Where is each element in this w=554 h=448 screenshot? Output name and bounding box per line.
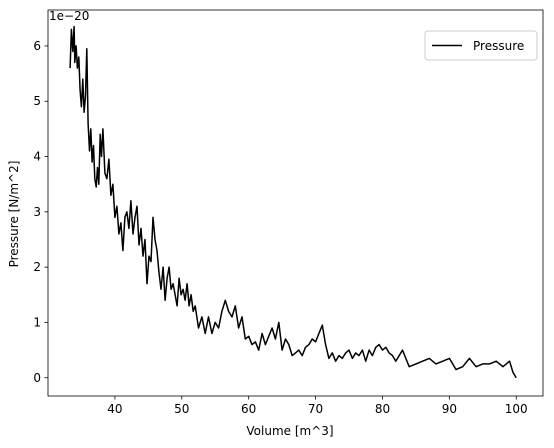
y-offset-label: 1e−20 xyxy=(49,9,89,23)
legend-box xyxy=(424,30,538,61)
y-tick-label: 5 xyxy=(33,94,41,108)
x-tick-label: 80 xyxy=(375,402,390,416)
plot-area xyxy=(47,9,544,397)
y-tick-label: 4 xyxy=(33,150,41,164)
x-tick-label: 100 xyxy=(505,402,528,416)
x-axis-label: Volume [m^3] xyxy=(246,424,333,438)
x-tick-label: 90 xyxy=(442,402,457,416)
y-axis-ticks: 0 1 2 3 4 5 6 xyxy=(33,39,48,385)
y-tick-label: 2 xyxy=(33,260,41,274)
x-tick-label: 60 xyxy=(241,402,256,416)
y-tick-label: 0 xyxy=(33,371,41,385)
y-axis-label: Pressure [N/m^2] xyxy=(7,161,21,268)
series-line-pressure xyxy=(69,25,517,379)
legend-label-pressure: Pressure xyxy=(473,39,524,53)
x-tick-label: 50 xyxy=(174,402,189,416)
y-tick-label: 6 xyxy=(33,39,41,53)
axes-frame xyxy=(47,9,544,397)
legend: Pressure xyxy=(424,30,538,61)
x-axis-ticks: 40 50 60 70 80 90 100 xyxy=(107,396,528,416)
y-tick-label: 3 xyxy=(33,205,41,219)
y-tick-label: 1 xyxy=(33,315,41,329)
x-tick-label: 40 xyxy=(107,402,122,416)
x-tick-label: 70 xyxy=(308,402,323,416)
